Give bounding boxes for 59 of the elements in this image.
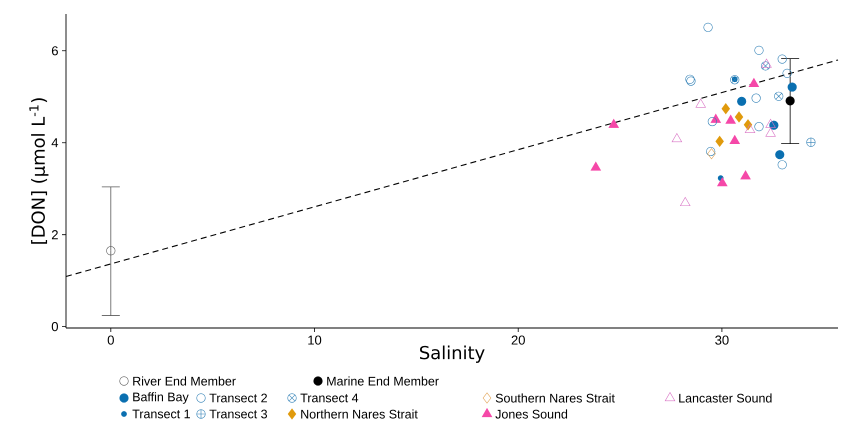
- legend-label: Lancaster Sound: [679, 393, 772, 403]
- point: [722, 103, 730, 114]
- point: [778, 54, 787, 64]
- y-tick-label: 0: [52, 322, 58, 332]
- point: [765, 118, 776, 128]
- legend-label: Transect 4: [300, 394, 358, 402]
- point: [707, 148, 716, 160]
- legend-label: Southern Nares Strait: [496, 393, 615, 403]
- point: [748, 78, 760, 87]
- point: [703, 22, 713, 32]
- point: [788, 82, 797, 92]
- point: [730, 135, 740, 144]
- point: [715, 136, 724, 147]
- point: [778, 160, 787, 170]
- point: [775, 150, 784, 160]
- legend-label: Transect 1: [132, 410, 190, 418]
- legend-label: Marine End Member: [327, 376, 439, 386]
- point: [806, 138, 816, 147]
- point: [672, 133, 682, 142]
- point: [685, 74, 695, 84]
- y-tick-label: 2: [52, 230, 58, 240]
- y-tick-label: 6: [52, 46, 58, 56]
- point: [744, 124, 756, 133]
- x-tick-label: 20: [512, 336, 525, 345]
- point: [737, 96, 746, 106]
- point: [590, 162, 601, 171]
- point: [106, 246, 116, 256]
- legend-label: Transect 3: [209, 410, 268, 418]
- legend-label: Baffin Bay: [133, 392, 189, 404]
- point: [761, 58, 772, 68]
- point: [754, 122, 764, 132]
- point: [710, 114, 721, 123]
- point: [608, 118, 619, 128]
- x-tick-label: 0: [108, 336, 114, 345]
- point: [717, 177, 728, 186]
- point: [680, 197, 690, 206]
- x-axis-title: Salinity: [420, 346, 485, 363]
- legend-label: Transect 2: [209, 394, 267, 402]
- point: [774, 92, 784, 101]
- x-tick-label: 10: [308, 336, 322, 345]
- y-axis-title: [DON] (µmol L$^{-1}$): [29, 98, 48, 244]
- legend-label: Northern Nares Strait: [301, 409, 418, 419]
- point: [765, 128, 776, 137]
- point: [754, 46, 764, 55]
- point: [760, 61, 770, 71]
- point: [686, 76, 696, 86]
- point: [782, 68, 792, 78]
- point: [734, 111, 744, 122]
- point: [726, 114, 736, 124]
- point: [740, 170, 751, 180]
- legend-label: Jones Sound: [495, 409, 568, 419]
- point: [706, 146, 716, 156]
- point: [696, 98, 706, 108]
- point: [752, 94, 761, 103]
- point: [786, 96, 795, 106]
- legend-label: River End Member: [133, 376, 236, 386]
- x-tick-label: 30: [715, 336, 729, 345]
- y-tick-label: 4: [52, 138, 58, 148]
- point: [708, 116, 717, 126]
